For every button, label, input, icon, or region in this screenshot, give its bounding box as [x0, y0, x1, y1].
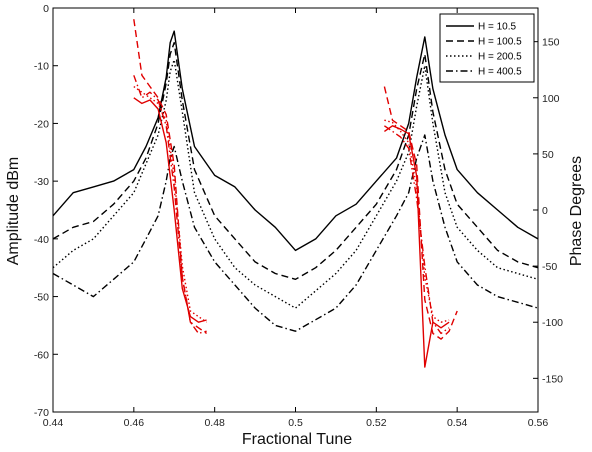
y-right-tick-label: 100 [542, 93, 560, 105]
amplitude-series-line [52, 134, 539, 332]
y-tick-label: -10 [34, 61, 49, 73]
axes-layer: 0.44 0.46 0.48 0.5 0.52 0.54 0.56 0 -10 -20 -30 -40… [34, 3, 563, 429]
y-tick-label: -50 [34, 292, 49, 304]
amplitude-series-line [52, 41, 539, 280]
y-tick-label: -20 [34, 118, 49, 130]
y-right-tick-label: -150 [542, 373, 563, 385]
legend-label: H = 200.5 [478, 52, 522, 63]
series-layer [52, 19, 539, 368]
y-tick-label: -40 [34, 234, 49, 246]
phase-series-line [133, 97, 207, 323]
x-tick-label: 0.48 [204, 417, 225, 429]
x-tick-label: 0.56 [528, 417, 549, 429]
x-tick-label: 0.46 [124, 417, 145, 429]
phase-series-line [384, 125, 450, 335]
y-right-tick-label: -100 [542, 317, 563, 329]
x-tick-label: 0.5 [288, 417, 303, 429]
amplitude-series-line [52, 59, 539, 309]
x-tick-label: 0.44 [43, 417, 64, 429]
x-axis-label: Fractional Tune [242, 431, 352, 448]
phase-series-line [133, 86, 207, 323]
legend-label: H = 10.5 [478, 22, 517, 33]
y-tick-label: -70 [34, 407, 49, 419]
y-axis-label: Amplitude dBm [5, 157, 22, 266]
legend: H = 10.5 H = 100.5 H = 200.5 H = 400.5 [439, 13, 535, 83]
y-tick-label: -30 [34, 176, 49, 188]
y-right-tick-label: 0 [542, 205, 548, 217]
amplitude-series-line [52, 30, 539, 252]
legend-label: H = 400.5 [478, 67, 522, 78]
x-tick-label: 0.52 [366, 417, 387, 429]
legend-label: H = 100.5 [478, 37, 522, 48]
phase-series-line [133, 75, 207, 335]
y-right-tick-label: 50 [542, 149, 554, 161]
phase-series-line [384, 119, 450, 323]
y-right-tick-label: -50 [542, 261, 557, 273]
y-tick-label: -60 [34, 349, 49, 361]
y-tick-label: 0 [43, 3, 49, 15]
x-tick-label: 0.54 [447, 417, 468, 429]
y-axis-right-label: Phase Degrees [568, 156, 585, 266]
y-right-tick-label: 150 [542, 37, 560, 49]
